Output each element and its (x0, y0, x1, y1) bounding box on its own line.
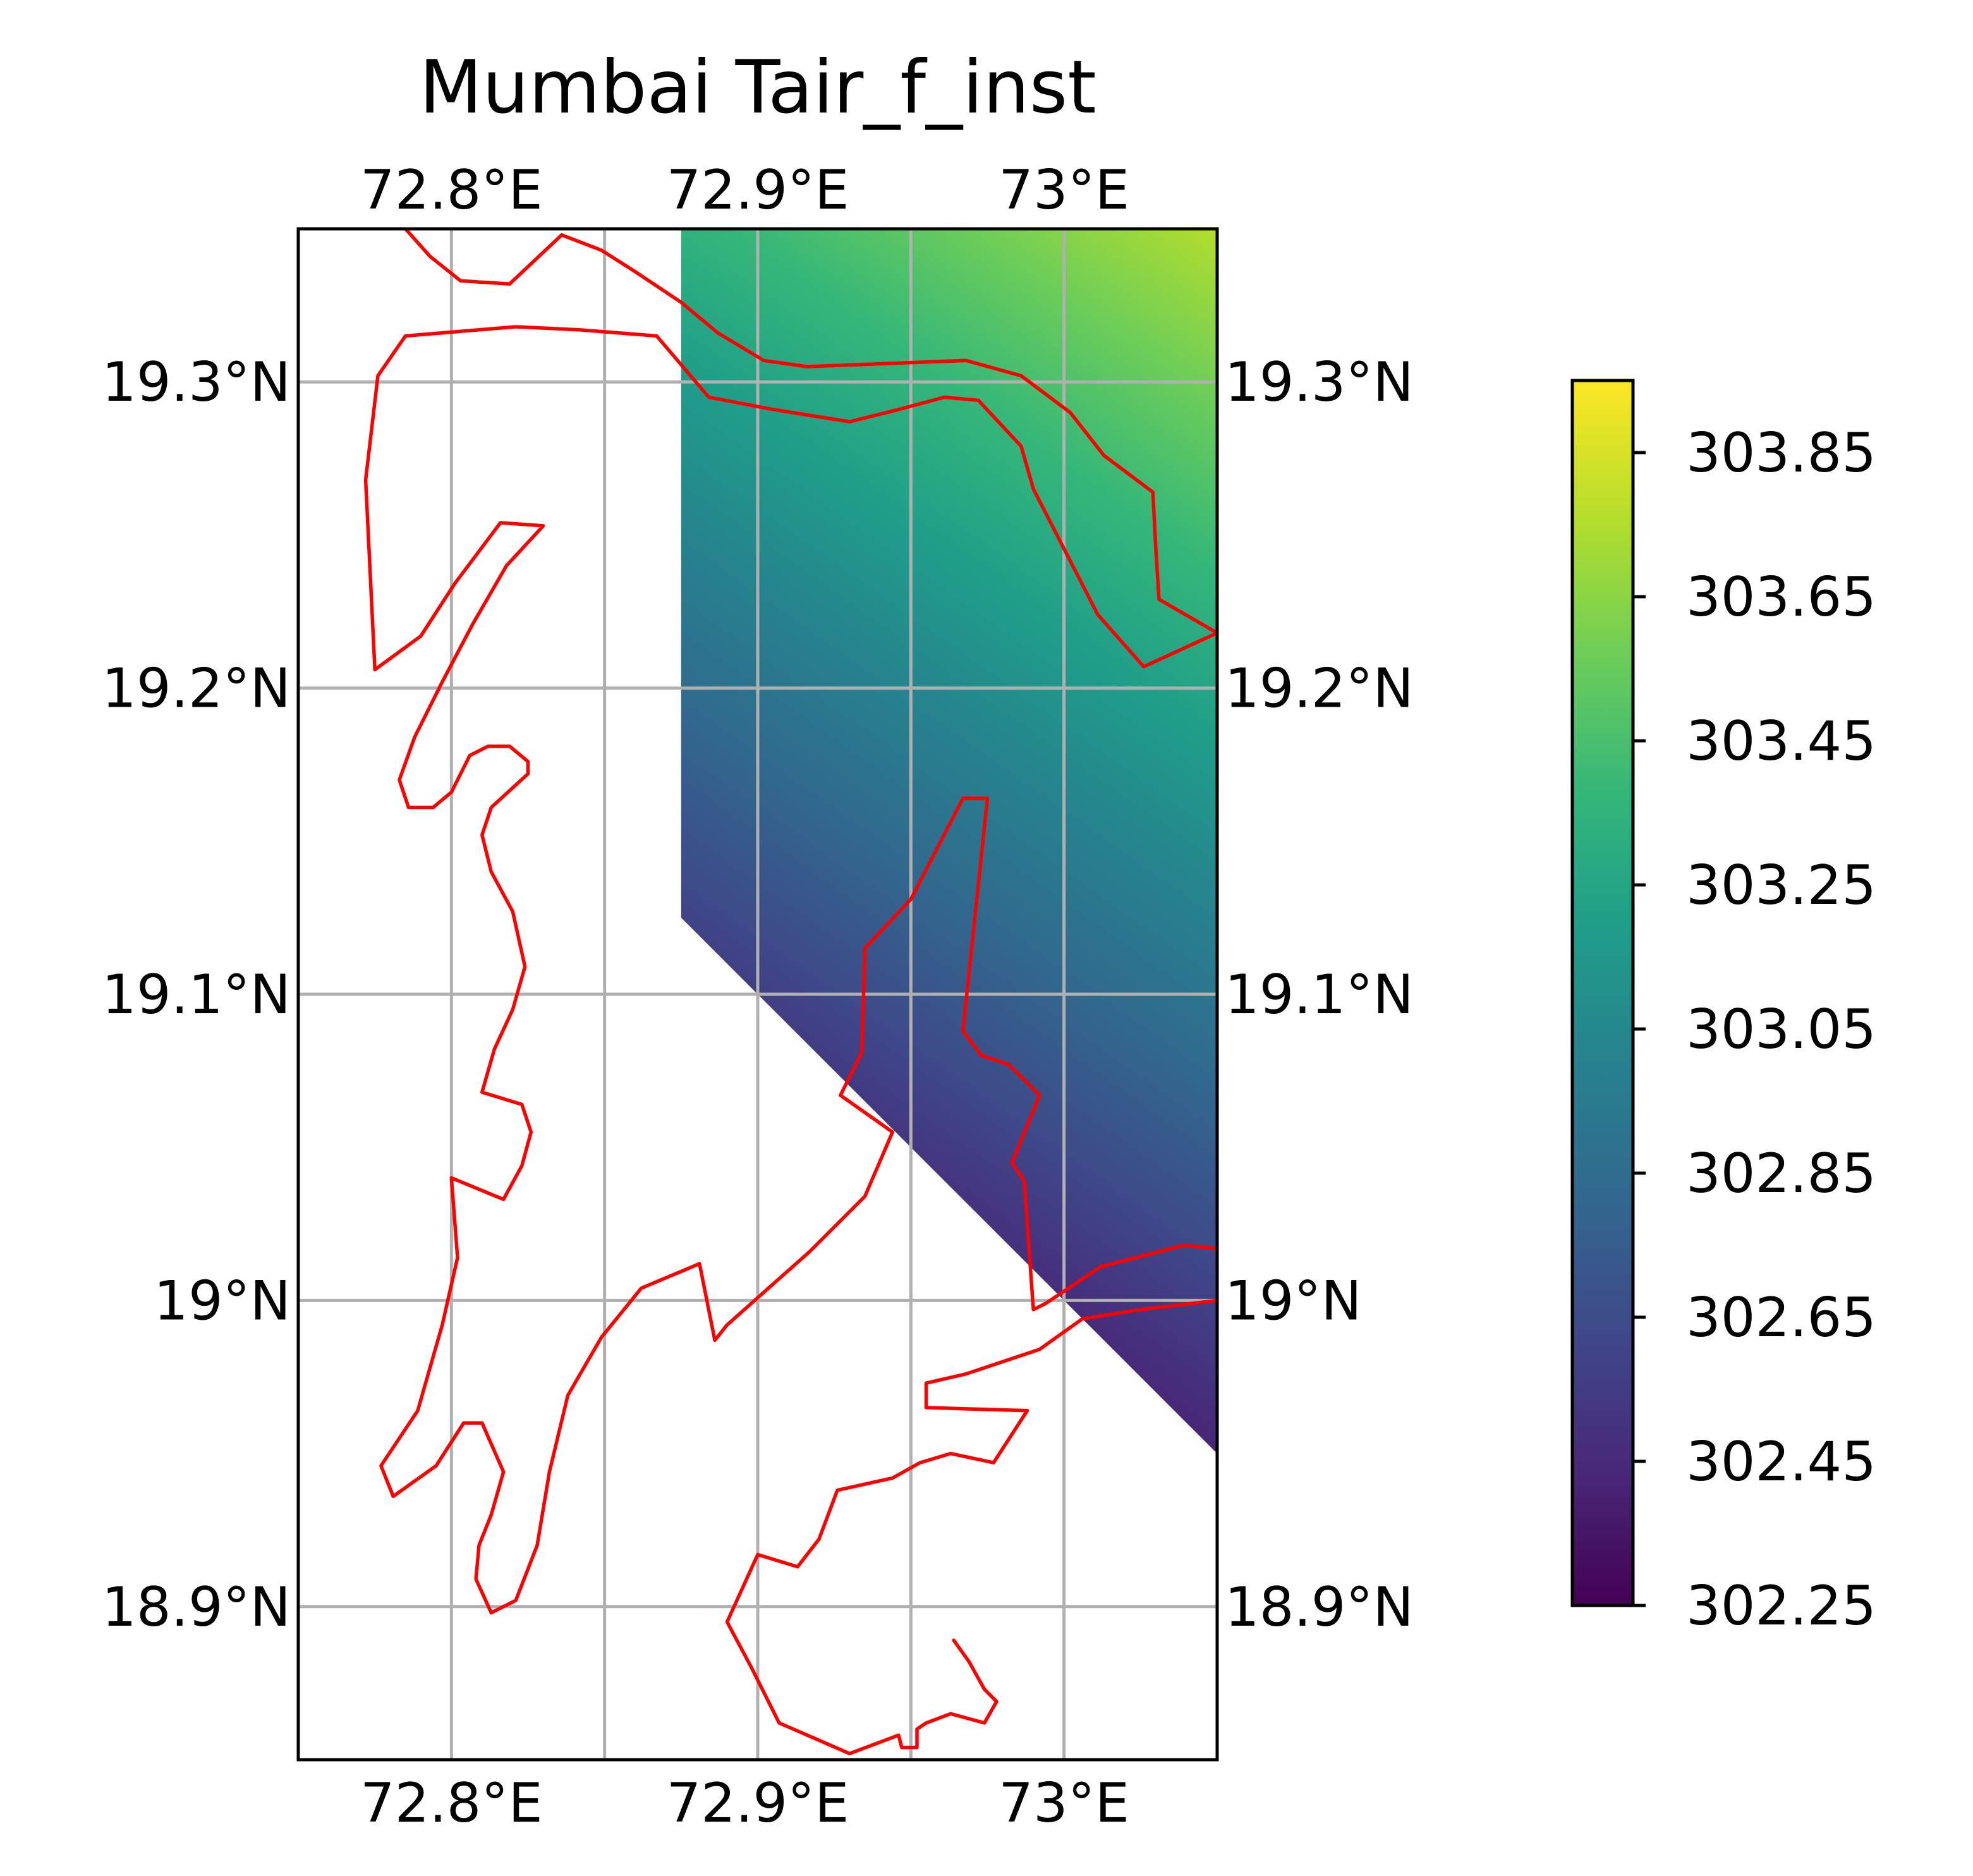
y-axis-left: 18.9°N 19°N 19.1°N 19.2°N 19.3°N (102, 351, 291, 1639)
y-tick-label-right: 19.2°N (1225, 657, 1414, 721)
temperature-field (681, 229, 1217, 1454)
y-tick-label-left: 19.3°N (102, 351, 291, 414)
y-tick-label-left: 19.1°N (102, 963, 291, 1026)
colorbar-tick-label: 302.25 (1686, 1574, 1876, 1638)
colorbar-tick-label: 302.65 (1686, 1286, 1876, 1349)
coastline (363, 229, 1217, 1615)
x-axis-top: 72.8°E 72.9°E 73°E (360, 159, 1129, 222)
map-area (298, 229, 1217, 1760)
colorbar-tick-label: 303.05 (1686, 998, 1876, 1061)
coastlines (363, 229, 1217, 1756)
colorbar-ticks: 302.25 302.45 302.65 302.85 303.05 303.25 303.… (1633, 422, 1876, 1638)
y-tick-label-right: 19.1°N (1225, 963, 1414, 1026)
x-axis-bottom: 72.8°E 72.9°E 73°E (360, 1772, 1129, 1835)
y-tick-label-left: 18.9°N (102, 1576, 291, 1639)
map-title: Mumbai Tair_f_inst (419, 45, 1096, 130)
colorbar-frame (1570, 379, 1635, 1607)
colorbar-tick-label: 302.45 (1686, 1430, 1876, 1494)
map-frame (296, 227, 1219, 1762)
y-tick-label-right: 19°N (1225, 1269, 1362, 1332)
colorbar: 302.25 302.45 302.65 302.85 303.05 303.25 303.… (1570, 379, 1876, 1638)
y-axis-right: 18.9°N 19°N 19.1°N 19.2°N 19.3°N (1225, 351, 1414, 1639)
y-tick-label-left: 19.2°N (102, 657, 291, 721)
x-tick-label-top: 72.9°E (667, 159, 849, 222)
x-tick-label-top: 73°E (999, 159, 1129, 222)
y-tick-label-left: 19°N (154, 1269, 291, 1332)
x-tick-label-bottom: 72.9°E (667, 1772, 849, 1835)
colorbar-tick-label: 303.25 (1686, 854, 1876, 917)
x-tick-label-bottom: 73°E (999, 1772, 1129, 1835)
colorbar-tick-label: 303.85 (1686, 422, 1876, 485)
colorbar-tick-label: 303.65 (1686, 566, 1876, 629)
colorbar-tick-label: 302.85 (1686, 1142, 1876, 1205)
x-tick-label-top: 72.8°E (360, 159, 543, 222)
y-tick-label-right: 19.3°N (1225, 351, 1414, 414)
colorbar-fill (1572, 381, 1633, 1605)
colorbar-tick-label: 303.45 (1686, 710, 1876, 773)
x-tick-label-bottom: 72.8°E (360, 1772, 543, 1835)
y-tick-label-right: 18.9°N (1225, 1576, 1414, 1639)
coastline (725, 1298, 1217, 1756)
gridlines (298, 229, 1217, 1760)
